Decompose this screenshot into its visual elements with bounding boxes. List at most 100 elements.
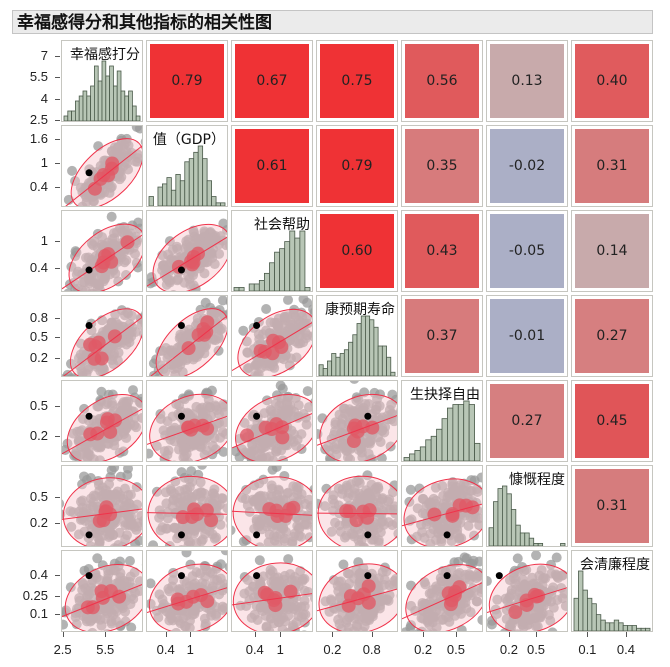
data-point — [179, 621, 190, 631]
data-point — [123, 164, 134, 175]
scatter-cell — [146, 380, 228, 462]
data-point — [251, 600, 262, 611]
highlighted-point — [364, 412, 372, 420]
histogram-bar — [348, 341, 354, 376]
data-point — [168, 574, 179, 585]
data-point — [73, 529, 84, 540]
data-point — [386, 399, 397, 410]
scatter-cell — [316, 550, 398, 632]
data-point — [168, 347, 179, 358]
data-point — [214, 248, 225, 259]
data-point — [301, 419, 312, 430]
data-point — [288, 620, 299, 631]
scatter-cell — [231, 380, 313, 462]
data-point — [274, 576, 285, 587]
data-point — [239, 417, 250, 428]
data-point — [84, 278, 95, 289]
histogram-bar — [67, 110, 73, 121]
histogram-bar — [582, 589, 588, 631]
density-contour — [181, 420, 196, 435]
y-tick-label: 0.8 — [29, 309, 48, 325]
histogram-bar — [71, 110, 76, 121]
data-point — [208, 334, 219, 345]
data-point — [107, 519, 118, 530]
data-point — [346, 610, 357, 621]
highlighted-point — [364, 531, 372, 539]
density-contour — [80, 600, 95, 615]
scatter-plot — [232, 554, 312, 631]
y-tick-label: 1 — [40, 154, 48, 170]
data-point — [165, 484, 176, 495]
fit-line — [62, 234, 142, 290]
scatter-cell — [61, 465, 143, 547]
x-tick-mark — [165, 632, 167, 637]
histogram-bar — [645, 627, 651, 631]
data-point — [124, 556, 135, 567]
data-point — [465, 607, 476, 618]
correlation-cell: 0.43 — [401, 210, 483, 292]
variable-label: 康预期寿命 — [325, 302, 395, 318]
y-tick-mark — [55, 56, 60, 58]
data-point — [179, 451, 190, 461]
data-point — [115, 572, 126, 583]
histogram-bar — [618, 622, 624, 631]
correlation-value: 0.27 — [575, 299, 649, 373]
histogram-bar — [258, 280, 265, 291]
histogram — [148, 145, 226, 206]
fit-line — [62, 508, 142, 520]
scatter-plot — [402, 552, 482, 631]
y-tick-mark — [55, 613, 60, 615]
data-point — [254, 443, 265, 454]
histogram-bar — [162, 183, 168, 206]
data-point — [200, 528, 211, 539]
y-tick-label: 7 — [40, 48, 48, 64]
scatter-plot — [147, 466, 227, 546]
data-point — [266, 480, 277, 491]
data-point — [195, 477, 206, 488]
data-point — [97, 326, 108, 337]
histogram-bar — [447, 407, 454, 461]
scatter-plot — [147, 551, 227, 631]
data-point — [187, 492, 198, 503]
data-point — [92, 532, 103, 543]
data-point — [255, 542, 265, 546]
data-point — [267, 466, 278, 475]
data-point — [110, 543, 120, 546]
scatter-plot — [317, 557, 397, 631]
highlighted-point — [495, 572, 503, 580]
histogram-bar — [502, 485, 508, 546]
scatter-plot — [62, 385, 142, 461]
data-point — [103, 569, 114, 580]
data-point — [283, 296, 294, 305]
histogram-bar — [537, 542, 544, 546]
x-tick-mark — [536, 632, 538, 637]
data-point — [88, 490, 99, 501]
histogram-bar — [331, 353, 337, 376]
scatter-plot — [62, 553, 142, 631]
highlighted-point — [177, 412, 185, 420]
data-point — [132, 499, 142, 510]
histogram-bar — [595, 614, 602, 631]
y-tick-mark — [55, 595, 60, 597]
scatter-cell — [146, 210, 228, 292]
highlighted-point — [443, 531, 451, 539]
data-point — [435, 524, 446, 535]
histogram-bar — [468, 404, 475, 461]
variable-label: 社会帮助 — [254, 217, 310, 233]
data-point — [354, 540, 365, 546]
data-point — [211, 610, 222, 621]
density-contour — [275, 430, 290, 445]
data-point — [461, 592, 472, 603]
y-tick-mark — [55, 76, 60, 78]
density-contour — [258, 420, 273, 435]
data-point — [209, 259, 220, 270]
data-point — [406, 620, 417, 631]
data-point — [201, 257, 212, 268]
data-point — [86, 630, 92, 631]
data-point — [199, 268, 210, 279]
data-point — [476, 472, 482, 483]
density-contour — [443, 597, 458, 612]
correlation-cell: 0.56 — [401, 40, 483, 122]
y-tick-label: 0.5 — [29, 488, 48, 504]
correlation-value: 0.13 — [490, 44, 564, 118]
